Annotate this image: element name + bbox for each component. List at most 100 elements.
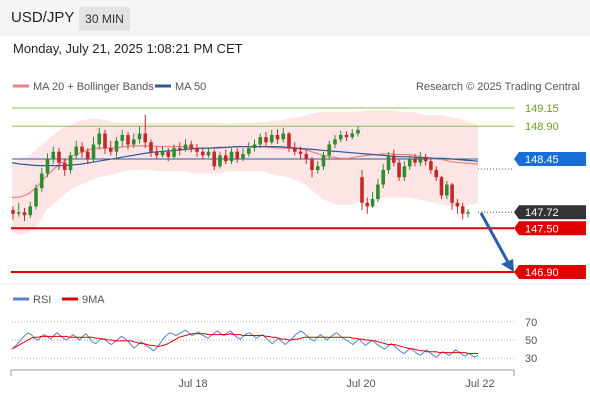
- candle: [177, 142, 182, 156]
- candle: [126, 132, 130, 150]
- candle: [370, 191, 375, 208]
- x-tick-jul-22: Jul 22: [465, 378, 494, 390]
- candle: [229, 148, 234, 165]
- candle-body: [434, 169, 438, 178]
- candle-body: [108, 148, 113, 152]
- candle: [189, 140, 194, 153]
- candle-body: [235, 151, 240, 160]
- candle-body: [275, 134, 280, 140]
- candle: [120, 129, 125, 147]
- candle: [91, 137, 96, 163]
- candle: [466, 209, 470, 218]
- candle: [252, 139, 257, 152]
- candle-body: [281, 133, 286, 140]
- candle-body: [344, 134, 349, 138]
- candle-body: [74, 146, 79, 156]
- candle: [450, 183, 454, 211]
- chart-timestamp: Monday, July 21, 2025 1:08:21 PM CET: [13, 41, 243, 56]
- candle: [460, 202, 465, 220]
- candle-body: [327, 144, 332, 156]
- candle-body: [298, 151, 303, 154]
- candle-body: [126, 134, 130, 145]
- level-tag-text: 147.72: [525, 207, 559, 219]
- level-tag-text: 146.90: [525, 267, 559, 279]
- candle-body: [246, 148, 251, 154]
- candle: [246, 142, 251, 157]
- chart-header: USD/JPY 30 MIN: [0, 0, 590, 36]
- candle-body: [310, 159, 314, 170]
- level-tag-bg: [514, 205, 586, 220]
- candle: [264, 132, 268, 147]
- level-label-149-15: 149.15: [525, 103, 559, 115]
- candle: [218, 151, 222, 169]
- candle-body: [103, 133, 107, 149]
- candle: [62, 159, 67, 176]
- candle-body: [149, 142, 153, 152]
- candle: [143, 114, 148, 149]
- candle: [402, 161, 407, 181]
- candle-body: [333, 139, 337, 145]
- candle: [137, 126, 142, 144]
- candle: [200, 148, 205, 160]
- candle-body: [252, 144, 257, 149]
- candle: [97, 127, 102, 150]
- candle: [22, 207, 27, 221]
- candle: [160, 145, 165, 158]
- candle-body: [460, 206, 465, 214]
- candle-body: [143, 133, 148, 143]
- legend: MA 20 + Bollinger Bands MA 50 Research ©…: [13, 81, 580, 93]
- instrument-symbol: USD/JPY: [11, 9, 75, 26]
- level-labels: 149.15 148.90 148.45 147.72 147.50 146.90: [514, 103, 586, 279]
- candle-body: [392, 155, 396, 163]
- candle-body: [57, 151, 61, 163]
- candle: [281, 127, 286, 143]
- candle-body: [195, 148, 199, 152]
- candle: [195, 143, 199, 157]
- candle: [149, 139, 153, 157]
- timeframe-badge[interactable]: 30 MIN: [79, 7, 130, 31]
- candle-body: [172, 148, 176, 157]
- projection-arrow: [479, 212, 514, 272]
- candle-body: [166, 151, 171, 157]
- candle: [34, 184, 38, 210]
- candle: [310, 156, 314, 178]
- candle-body: [450, 184, 454, 203]
- candle: [356, 126, 360, 137]
- candle-body: [455, 202, 460, 207]
- candle-body: [439, 177, 444, 196]
- candle: [455, 199, 460, 214]
- candle: [350, 129, 355, 140]
- candle: [68, 151, 73, 174]
- level-tag-text: 147.50: [525, 223, 559, 235]
- candle-body: [466, 212, 470, 214]
- legend-ma20-label: MA 20 + Bollinger Bands: [33, 81, 154, 93]
- candle-body: [39, 173, 44, 189]
- candle-body: [97, 133, 102, 145]
- candle-body: [223, 155, 228, 162]
- candle-body: [292, 148, 297, 152]
- candle-body: [445, 184, 449, 196]
- candle-body: [16, 212, 21, 214]
- candle: [439, 175, 444, 200]
- candle-body: [370, 199, 375, 207]
- candles: [11, 114, 470, 221]
- candle-body: [120, 134, 125, 141]
- candle-body: [418, 156, 423, 163]
- candle-body: [28, 206, 33, 216]
- candle: [28, 202, 33, 219]
- candle-body: [212, 151, 217, 167]
- rsi-line: [11, 329, 479, 358]
- candle: [407, 155, 412, 170]
- candle-body: [258, 137, 263, 145]
- candle-body: [68, 155, 73, 170]
- candle-body: [429, 161, 433, 170]
- candle-body: [154, 151, 159, 156]
- legend-rsi-label: RSI: [33, 294, 51, 306]
- candle-body: [264, 137, 268, 143]
- candle: [445, 180, 449, 200]
- candle: [206, 148, 211, 158]
- candle: [16, 202, 21, 217]
- ma50-line: [11, 146, 479, 167]
- candle-body: [397, 162, 401, 178]
- candle-body: [376, 184, 380, 200]
